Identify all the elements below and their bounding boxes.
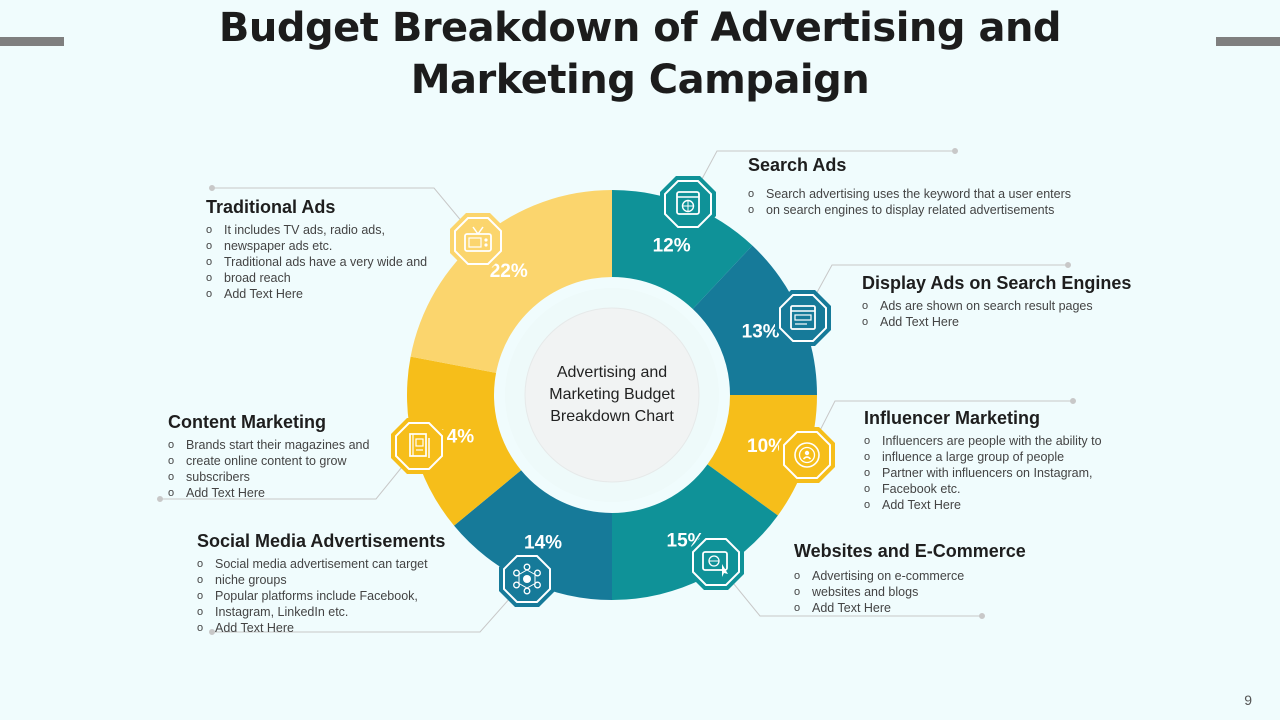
bullet-list: Influencers are people with the ability …: [864, 433, 1154, 513]
leader-dot-traditional-ads: [209, 185, 215, 191]
content-marketing-section: Content Marketing Brands start their mag…: [168, 412, 393, 501]
icon-badges: [391, 176, 835, 607]
leader-dot-search-ads: [952, 148, 958, 154]
list-item: on search engines to display related adv…: [748, 202, 1108, 218]
right-accent-bar: [1216, 37, 1280, 46]
list-item: Add Text Here: [197, 620, 467, 636]
list-item: websites and blogs: [794, 584, 1054, 600]
list-item: niche groups: [197, 572, 467, 588]
list-item: Add Text Here: [168, 485, 393, 501]
section-title: Social Media Advertisements: [197, 531, 446, 551]
influencer-icon: [779, 427, 835, 483]
social-media-section: Social Media Advertisements Social media…: [197, 531, 467, 636]
list-item: Add Text Here: [862, 314, 1162, 330]
leader-dot-influencer: [1070, 398, 1076, 404]
slice-percent-label: 14%: [524, 533, 562, 554]
page-title-line-2: Marketing Campaign: [410, 57, 870, 103]
list-item: It includes TV ads, radio ads,: [206, 222, 451, 238]
display-ads-section: Display Ads on Search Engines Ads are sh…: [862, 273, 1162, 330]
slice-percent-label: 12%: [653, 235, 691, 256]
list-item: Instagram, LinkedIn etc.: [197, 604, 467, 620]
traditional-ads-section: Traditional Ads It includes TV ads, radi…: [206, 197, 451, 302]
social-network-icon: [499, 551, 555, 607]
section-title: Influencer Marketing: [864, 408, 1041, 428]
list-item: Brands start their magazines and: [168, 437, 393, 453]
list-item: subscribers: [168, 469, 393, 485]
bullet-list: Advertising on e-commerce websites and b…: [794, 568, 1054, 616]
page-title: Budget Breakdown of Advertising and Mark…: [0, 2, 1280, 106]
list-item: Partner with influencers on Instagram,: [864, 465, 1154, 481]
donut-slice-websites-and-e-commerce: [612, 464, 778, 600]
websites-ecommerce-section: Websites and E-Commerce Advertising on e…: [794, 541, 1054, 616]
bullet-list: Social media advertisement can target ni…: [197, 556, 467, 636]
list-item: Add Text Here: [864, 497, 1154, 513]
bullet-list: Brands start their magazines and create …: [168, 437, 393, 501]
slice-percent-label: 13%: [742, 322, 780, 343]
list-item: newspaper ads etc.: [206, 238, 451, 254]
list-item: Ads are shown on search result pages: [862, 298, 1162, 314]
list-item: Popular platforms include Facebook,: [197, 588, 467, 604]
list-item: Facebook etc.: [864, 481, 1154, 497]
donut-slice-display-ads-on-search-engines: [692, 245, 817, 395]
section-title: Websites and E-Commerce: [794, 541, 1026, 561]
list-item: Search advertising uses the keyword that…: [748, 186, 1108, 202]
chart-center-label: Advertising and Marketing Budget Breakdo…: [549, 364, 675, 425]
donut-slice-search-ads: [612, 190, 753, 309]
browser-globe-icon: [660, 176, 716, 232]
tv-icon: [450, 213, 506, 269]
donut-slice-social-media-advertisements: [454, 470, 612, 600]
leader-dot-display-ads: [1065, 262, 1071, 268]
donut-slice-traditional-ads: [410, 190, 612, 373]
center-disc: [524, 307, 700, 483]
website-click-icon: [688, 534, 744, 590]
section-title: Traditional Ads: [206, 197, 336, 217]
left-accent-bar: [0, 37, 64, 46]
section-title: Display Ads on Search Engines: [862, 273, 1132, 293]
bullet-list: Ads are shown on search result pages Add…: [862, 298, 1162, 330]
bullet-list: Search advertising uses the keyword that…: [748, 186, 1108, 218]
influencer-marketing-section: Influencer Marketing Influencers are peo…: [864, 408, 1154, 513]
search-ads-section: Search Ads Search advertising uses the k…: [748, 155, 1108, 218]
list-item: influence a large group of people: [864, 449, 1154, 465]
page-title-line-1: Budget Breakdown of Advertising and: [218, 5, 1062, 51]
donut-slice-influencer-marketing: [707, 395, 817, 516]
list-item: Traditional ads have a very wide and: [206, 254, 451, 270]
leader-dot-content-marketing: [157, 496, 163, 502]
web-display-icon: [775, 290, 831, 346]
list-item: Add Text Here: [794, 600, 1054, 616]
page-number: 9: [1244, 692, 1252, 708]
section-title: Search Ads: [748, 155, 847, 175]
content-book-icon: [391, 418, 447, 474]
list-item: broad reach: [206, 270, 451, 286]
bullet-list: It includes TV ads, radio ads, newspaper…: [206, 222, 451, 302]
list-item: Advertising on e-commerce: [794, 568, 1054, 584]
donut-slice-content-marketing: [407, 356, 522, 526]
slice-percent-label: 22%: [490, 261, 528, 282]
slice-percent-label: 10%: [747, 436, 785, 457]
list-item: Influencers are people with the ability …: [864, 433, 1154, 449]
list-item: Add Text Here: [206, 286, 451, 302]
section-title: Content Marketing: [168, 412, 327, 432]
donut-slices: [407, 190, 817, 600]
list-item: Social media advertisement can target: [197, 556, 467, 572]
list-item: create online content to grow: [168, 453, 393, 469]
